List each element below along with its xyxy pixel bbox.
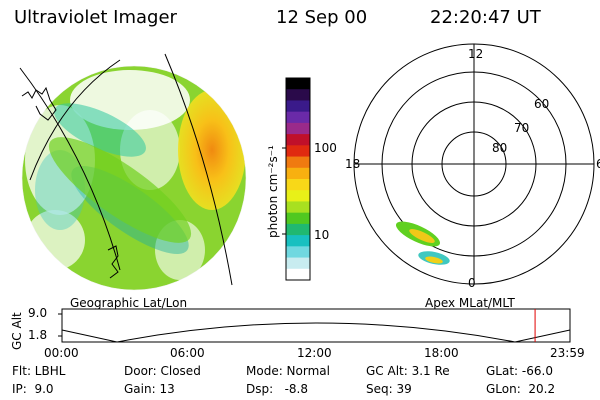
color-scale-step (286, 223, 310, 236)
mlt-label-12: 12 (468, 47, 483, 61)
geographic-image (19, 53, 247, 291)
color-scale-step (286, 268, 310, 281)
mlt-label-0: 0 (468, 276, 476, 290)
color-scale-step (286, 156, 310, 169)
color-scale-step (286, 212, 310, 225)
polar-aurora (395, 221, 450, 265)
x-tick-0000: 00:00 (44, 346, 79, 360)
color-scale-step (286, 111, 310, 124)
apex-panel-label: Apex MLat/MLT (425, 296, 515, 310)
status-door: Door: Closed (124, 364, 201, 378)
altitude-axis-title: GC Alt (10, 312, 24, 350)
polar-plot: 12 18 6 0 60 70 80 (345, 43, 600, 290)
color-scale-step (286, 246, 310, 259)
lat-label-60: 60 (534, 97, 549, 111)
altitude-plot-frame (61, 308, 571, 343)
mlt-label-6: 6 (596, 157, 600, 171)
altitude-curve (61, 322, 571, 343)
instrument-title: Ultraviolet Imager (14, 7, 177, 28)
color-scale-step (286, 100, 310, 113)
x-tick-2359: 23:59 (550, 346, 585, 360)
status-glat: GLat: -66.0 (486, 364, 553, 378)
meridian-line (164, 53, 233, 286)
color-scale-step (286, 122, 310, 135)
color-scale-strips (286, 78, 310, 281)
color-scale-step (286, 257, 310, 270)
color-scale (282, 77, 311, 281)
color-scale-step (286, 167, 310, 180)
coastline (107, 245, 119, 279)
color-scale-step (286, 235, 310, 247)
color-scale-step (286, 89, 310, 101)
color-scale-step (286, 78, 310, 90)
color-scale-step (286, 145, 310, 158)
color-scale-step (286, 179, 310, 191)
latitude-line (29, 59, 121, 181)
x-tick-1200: 12:00 (297, 346, 332, 360)
status-seq: Seq: 39 (366, 382, 412, 396)
status-gc-alt: GC Alt: 3.1 Re (366, 364, 450, 378)
lat-label-80: 80 (492, 141, 507, 155)
colorbar-tick-10: 10 (314, 228, 330, 242)
color-scale-step (286, 201, 310, 214)
time-label: 22:20:47 UT (430, 7, 541, 28)
geographic-panel-label: Geographic Lat/Lon (70, 296, 188, 310)
colorbar-unit-label: photon cm⁻²s⁻¹ (266, 145, 280, 238)
status-dsp: Dsp: -8.8 (246, 382, 309, 396)
mlt-label-18: 18 (345, 157, 360, 171)
color-scale-step (286, 190, 310, 202)
auroral-emission (22, 66, 246, 290)
status-mode: Mode: Normal (246, 364, 330, 378)
status-flt: Flt: LBHL (12, 364, 66, 378)
status-glon: GLon: 20.2 (486, 382, 556, 396)
date-label: 12 Sep 00 (276, 7, 368, 28)
lat-label-70: 70 (514, 121, 529, 135)
altitude-tick-high: 9.0 (28, 306, 48, 320)
x-tick-0600: 06:00 (170, 346, 205, 360)
altitude-chart (58, 308, 571, 343)
color-scale-step (286, 134, 310, 146)
x-tick-1800: 18:00 (424, 346, 459, 360)
colorbar-tick-100: 100 (314, 141, 337, 155)
status-gain: Gain: 13 (124, 382, 175, 396)
coastline (21, 86, 57, 121)
altitude-tick-low: 1.8 (28, 328, 48, 342)
meridian-line (19, 67, 121, 271)
status-ip: IP: 9.0 (12, 382, 54, 396)
